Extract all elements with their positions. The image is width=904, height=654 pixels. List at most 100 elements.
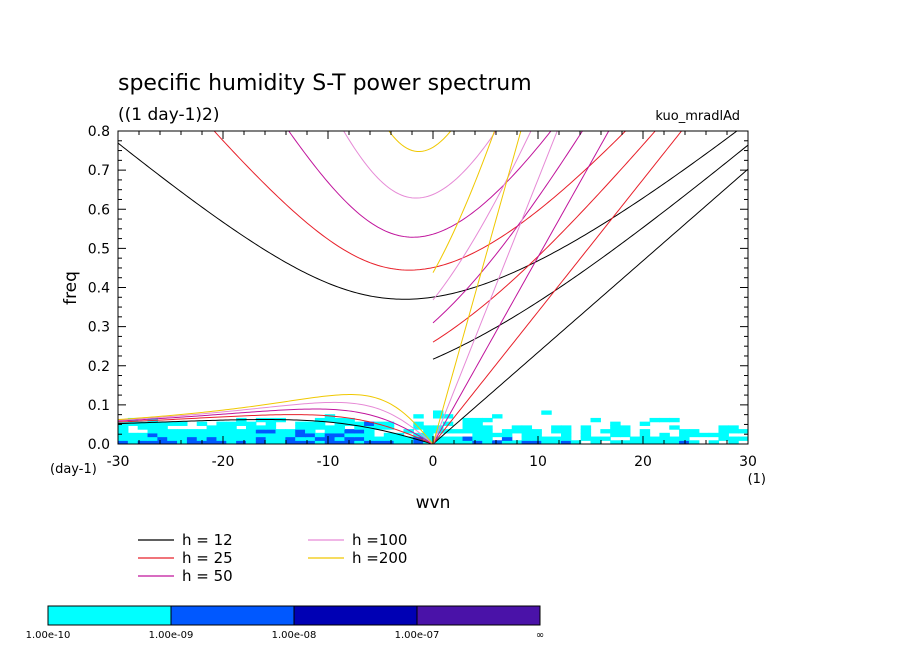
axis-ticks: -30 -20 -10 0 10 20 30 0.0 0.1 0.2 0.3 0.4 0.5 0.6 0.7… [88,124,757,470]
heat-cell [305,432,316,438]
heat-cell [580,432,592,438]
heat-cell [462,421,473,426]
heat-cell [137,425,149,430]
heat-cell [334,417,345,423]
heat-cell [177,436,188,441]
heat-cell [206,440,218,444]
heat-cell [551,436,562,441]
y-axis-label: freq [61,271,81,305]
heat-cell [433,425,444,430]
y-tick-label: 0.5 [88,241,110,257]
rossby-curve [118,394,434,444]
heat-cell [531,436,542,441]
heat-cell [521,429,533,434]
y-axis-unit: (day-1) [50,462,97,477]
heat-cell [226,436,237,441]
heat-cell [433,414,444,419]
heat-cell [413,440,424,444]
heat-cell [265,436,277,441]
heat-cell [147,425,158,430]
heat-cell [167,440,178,444]
heat-cell [679,429,690,434]
heat-cell [314,436,326,441]
heat-cell [324,429,336,434]
heat-cell [255,436,267,441]
heat-cell [383,436,395,441]
heat-cell [570,440,582,444]
heat-cell [580,429,592,434]
y-tick-label: 0.2 [88,359,110,375]
heat-cell [265,432,277,438]
heat-cell [177,421,188,426]
heat-cell [442,421,454,426]
heat-cell [364,436,375,441]
heat-cell [236,421,247,426]
colorbar-segment [170,605,295,626]
gravity-wave-curve [118,131,738,300]
colorbar-label: 1.00e-09 [149,630,194,641]
heat-cell [216,421,227,426]
heat-cell [305,429,316,434]
heat-cell [383,432,395,438]
heat-cell [521,432,533,438]
heat-cell [186,436,198,441]
colorbar-segment [47,605,172,626]
heat-cell [393,432,405,438]
heat-cell [314,440,326,444]
heat-cell [285,436,296,441]
heat-cell [728,440,739,444]
heat-cell [551,440,562,444]
heat-cell [216,432,227,438]
heat-cell [334,425,345,430]
heat-cell [708,440,720,444]
heat-cell [738,436,748,441]
heat-cell [373,425,385,430]
heat-cell [265,429,277,434]
heat-cell [620,429,631,434]
heat-cell [423,425,434,430]
heat-cell [383,421,395,426]
heat-cell [659,432,670,438]
heat-cell [265,421,277,426]
heat-cell [305,421,316,426]
heat-cell [659,417,670,423]
heat-cell [364,429,375,434]
heat-cell [472,436,483,441]
chart-title: specific humidity S-T power spectrum [118,71,532,96]
heat-cell [629,440,641,444]
heat-cell [245,429,257,434]
chart-subtitle: ((1 day-1)2) [118,105,220,125]
y-tick-label: 0.4 [88,281,110,297]
heat-cell [580,436,592,441]
x-tick-label: -20 [212,454,235,470]
heat-cell [245,436,257,441]
heat-cell [334,440,345,444]
heat-cell [196,429,208,434]
heat-cell [679,440,690,444]
heat-cell [226,440,237,444]
heat-cell [492,440,503,444]
heat-cell [236,436,247,441]
heat-cell [354,440,365,444]
colorbar-label: 1.00e-10 [26,630,71,641]
heat-cell [590,436,601,441]
heat-cell [531,432,542,438]
heat-cell [196,421,208,426]
heat-cell [118,429,129,434]
heat-cell [590,417,601,423]
heat-cell [157,425,168,430]
heat-cell [275,429,286,434]
gravity-wave-curve [288,131,552,238]
heat-cell [147,432,158,438]
heat-cell [226,421,237,426]
heat-cell [442,436,454,441]
heat-cell [531,429,542,434]
heat-cell [413,436,424,441]
heat-cell [354,432,365,438]
heat-cell [501,429,513,434]
rossby-curve [118,408,434,444]
heat-cell [354,421,365,426]
heat-cell [137,436,149,441]
heat-cell [541,440,552,444]
